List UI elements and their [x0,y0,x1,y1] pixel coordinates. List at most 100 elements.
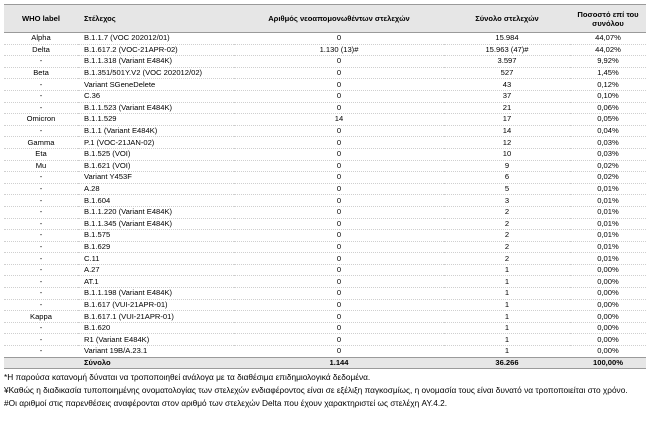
table-cell: 15.984 [444,32,570,45]
table-row: - B.1.617 (VUI-21APR-01) 0 1 0,00% [4,299,646,312]
table-cell: 1 [444,287,570,300]
table-cell: 2 [444,241,570,254]
table-cell: B.1.575 [78,229,234,242]
table-cell: B.1.351/501Y.V2 (VOC 202012/02) [78,67,234,80]
table-cell: 2 [444,252,570,265]
table-cell: Beta [4,67,78,80]
table-cell: 0 [234,171,444,184]
table-cell: - [4,206,78,219]
table-cell: - [4,218,78,231]
table-cell: B.1.617 (VUI-21APR-01) [78,299,234,312]
table-row: Gamma P.1 (VOC-21JAN-02) 0 12 0,03% [4,136,646,149]
table-cell: 0 [234,194,444,207]
table-cell: Delta [4,44,78,57]
table-cell: B.1.1.7 (VOC 202012/01) [78,32,234,45]
table-cell: - [4,299,78,312]
table-cell: 2 [444,206,570,219]
table-row: - Variant Y453F 0 6 0,02% [4,171,646,184]
table-cell: - [4,125,78,138]
table-cell: 0,03% [570,148,646,161]
table-row: - A.27 0 1 0,00% [4,264,646,277]
variants-table: WHO label Στέλεχος Αριθμός νεοαπομονωθέντω… [4,4,646,370]
table-cell: 1 [444,333,570,347]
table-cell: Gamma [4,136,78,149]
table-cell: B.1.620 [78,322,234,335]
table-cell: 1 [444,310,570,323]
table-cell: Omicron [4,113,78,126]
table-cell: 6 [444,171,570,184]
table-cell: 3 [444,194,570,207]
table-cell: 0,01% [570,252,646,265]
table-cell: B.1.1.345 (Variant E484K) [78,218,234,231]
table-cell: B.1.1 (Variant E484K) [78,125,234,138]
table-cell: Mu [4,160,78,173]
table-row: Eta B.1.525 (VOI) 0 10 0,03% [4,148,646,161]
table-cell: B.1.1.318 (Variant E484K) [78,55,234,68]
table-cell: 0 [234,322,444,335]
table-cell: 17 [444,113,570,126]
table-cell: - [4,90,78,103]
table-cell: 0,10% [570,90,646,103]
footnote: #Οι αριθμοί στις παρενθέσεις αναφέρονται… [4,398,448,408]
table-cell: B.1.629 [78,241,234,254]
table-row: - C.11 0 2 0,01% [4,252,646,265]
table-cell: 44,07% [570,32,646,45]
table-row: - AT.1 0 1 0,00% [4,275,646,289]
footnote: *Η παρούσα κατανομή δύναται να τροποποιη… [4,372,371,382]
table-cell: Eta [4,148,78,161]
table-cell: 0 [234,252,444,265]
table-cell: 0 [234,345,444,358]
table-cell: Variant Y453F [78,171,234,184]
table-cell: 12 [444,136,570,149]
table-cell: 0 [234,183,444,196]
table-cell: 0 [234,136,444,149]
table-cell: - [4,252,78,265]
table-cell: 0 [234,148,444,161]
table-cell: 0 [234,67,444,80]
table-cell: B.1.604 [78,194,234,207]
table-cell: 5 [444,183,570,196]
table-cell: - [4,264,78,277]
header-row: WHO label Στέλεχος Αριθμός νεοαπομονωθέντω… [4,4,646,33]
table-cell: - [4,194,78,207]
table-row: - B.1.1.523 (Variant E484K) 0 21 0,06% [4,102,646,115]
table-cell: - [4,345,78,358]
total-cell: 36.266 [444,356,570,370]
table-cell: 1 [444,299,570,312]
table-cell: 0 [234,206,444,219]
table-cell: 0 [234,218,444,231]
table-row: Beta B.1.351/501Y.V2 (VOC 202012/02) 0 527 1… [4,67,646,80]
table-row: - R1 (Variant E484K) 0 1 0,00% [4,333,646,347]
total-cell: Σύνολο [78,356,234,370]
table-cell: 0 [234,229,444,242]
table-cell: 14 [234,113,444,126]
table-cell: 1 [444,322,570,335]
table-cell: 0,04% [570,125,646,138]
table-cell: 1,45% [570,67,646,80]
table-row: - A.28 0 5 0,01% [4,183,646,196]
table-cell: B.1.1.529 [78,113,234,126]
table-cell: 1 [444,275,570,289]
table-cell: B.1.1.220 (Variant E484K) [78,206,234,219]
table-cell: C.36 [78,90,234,103]
table-cell: - [4,183,78,196]
table-cell: 10 [444,148,570,161]
total-row: Σύνολο 1.144 36.266 100,00% [4,356,646,370]
table-row: - C.36 0 37 0,10% [4,90,646,103]
table-cell: Variant SGeneDelete [78,78,234,91]
table-cell: B.1.617.2 (VOC-21APR-02) [78,44,234,57]
table-row: - B.1.620 0 1 0,00% [4,322,646,335]
header-cell: WHO label [4,4,78,33]
table-cell: A.27 [78,264,234,277]
table-cell: 0,00% [570,287,646,300]
table-cell: 0 [234,264,444,277]
table-cell: 0,01% [570,241,646,254]
table-cell: 0 [234,299,444,312]
table-cell: - [4,333,78,347]
table-cell: 527 [444,67,570,80]
table-cell: - [4,287,78,300]
table-cell: - [4,275,78,289]
table-cell: B.1.617.1 (VUI-21APR-01) [78,310,234,323]
table-cell: 0 [234,287,444,300]
